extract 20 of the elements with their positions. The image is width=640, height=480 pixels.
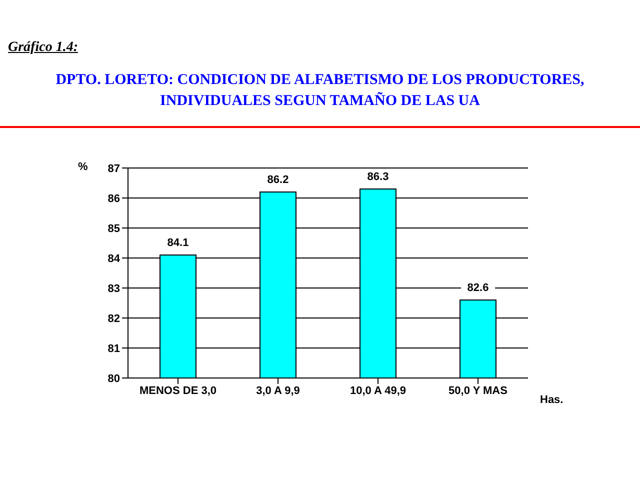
text: Gráfico 1.4: [8, 40, 79, 56]
y-axis-title: % [78, 160, 88, 173]
y-tick-label: 85 [108, 222, 120, 235]
x-tick-label: MENOS DE 3,0 [139, 384, 217, 397]
y-tick-label: 84 [108, 252, 121, 265]
y-tick-label: 86 [108, 192, 120, 205]
chart-title: DPTO. LORETO: CONDICION DE ALFABETISMO DE LOS PRODUCTORES, INDIVIDUALES SEGUN TAMAÑO DE LAS UA [54, 71, 586, 111]
x-tick-label: 3,0 A 9,9 [256, 384, 300, 397]
x-tick-label: 50,0 Y MAS [448, 384, 508, 397]
x-axis-title: Has. [540, 394, 564, 406]
y-tick-label: 83 [108, 282, 120, 295]
y-tick-label: 87 [108, 162, 120, 175]
x-tick-label: 10,0 A 49,9 [350, 384, 406, 397]
y-tick-label: 82 [108, 312, 120, 325]
y-tick-label: 80 [108, 372, 120, 385]
data-label: 86.3 [367, 171, 389, 183]
data-label: 86.2 [267, 174, 289, 186]
y-tick-label: 81 [108, 342, 120, 355]
data-label: 82.6 [467, 282, 489, 294]
data-label: 84.1 [167, 237, 189, 249]
